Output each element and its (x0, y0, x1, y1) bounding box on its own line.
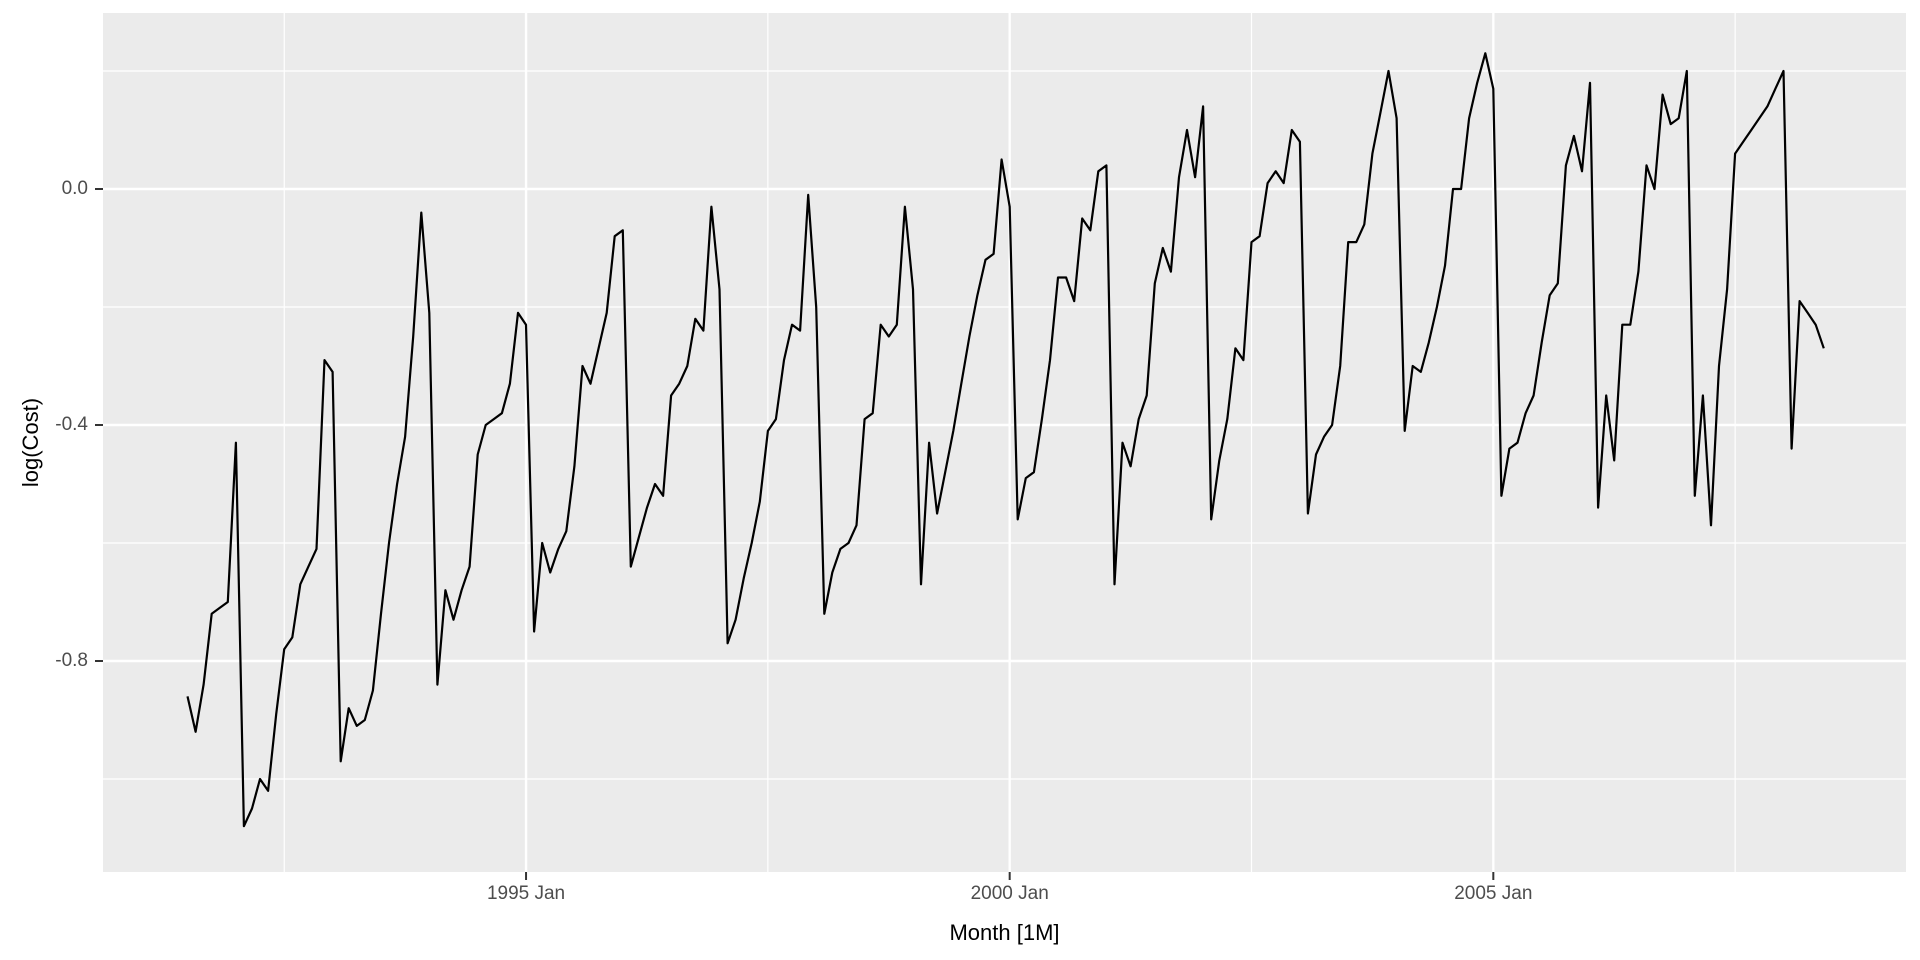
x-tick-label: 2000 Jan (971, 883, 1049, 904)
data-series-layer (186, 52, 1825, 828)
axis-tick-marks (95, 188, 1495, 880)
y-axis-title: log(Cost) (18, 398, 43, 487)
major-gridlines (103, 13, 1906, 872)
x-tick-label: 2005 Jan (1454, 883, 1532, 904)
axis-tick-labels: 0.0 -0.4 -0.8 1995 Jan 2000 Jan 2005 Jan (55, 178, 1532, 904)
x-tick-label: 1995 Jan (487, 883, 565, 904)
axis-titles: Month [1M] log(Cost) (18, 398, 1060, 945)
plot-panel (103, 13, 1906, 872)
y-tick-label: -0.8 (55, 650, 88, 671)
data-line (186, 52, 1825, 828)
y-tick-label: 0.0 (62, 178, 88, 199)
y-tick-label: -0.4 (55, 414, 88, 435)
x-axis-title: Month [1M] (949, 920, 1059, 945)
minor-gridlines (103, 13, 1906, 872)
